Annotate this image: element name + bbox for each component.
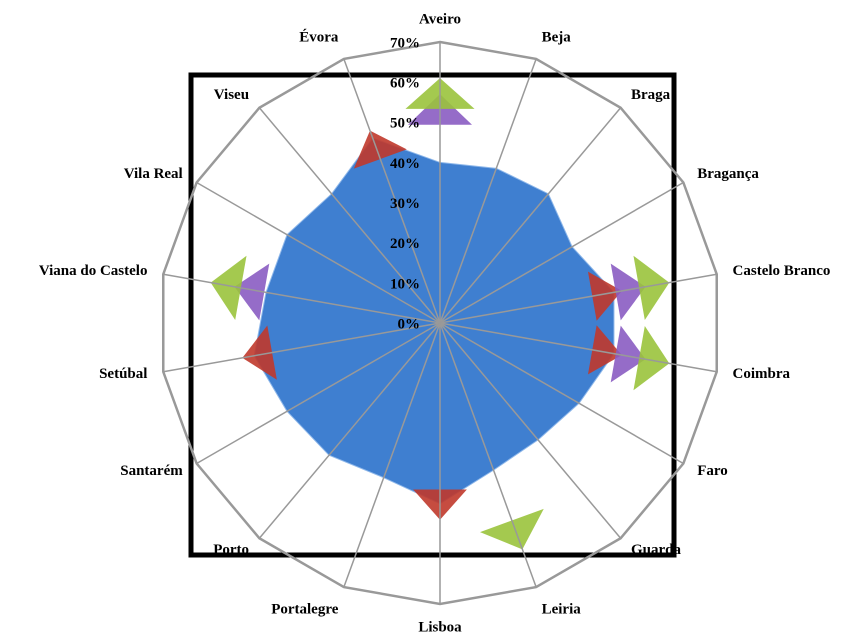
series-spike [633,325,670,391]
category-label: Castelo Branco [733,263,831,279]
spoke [439,58,537,324]
r-tick-label: 0% [398,316,421,332]
category-label: Porto [213,542,249,558]
spoke [258,322,441,539]
series-spike [610,325,646,383]
r-tick-label: 60% [390,76,420,92]
spoke [439,322,717,373]
r-tick-label: 20% [390,236,420,252]
r-tick-label: 50% [390,116,420,132]
category-label: Viana do Castelo [39,263,148,279]
spoke [196,322,441,465]
series-spike [633,255,670,321]
spoke [439,322,684,465]
spoke [439,322,622,539]
category-label: Lisboa [418,619,462,635]
category-label: Faro [697,463,728,479]
category-label: Santarém [120,463,183,479]
series-spike [210,255,247,321]
category-label: Bragança [697,166,759,182]
spoke [439,181,684,324]
series-spike [587,325,622,375]
category-label: Braga [631,87,671,103]
spoke [439,322,537,588]
series-spike [587,271,622,321]
spoke [343,58,441,324]
category-label: Setúbal [99,366,147,382]
category-label: Guarda [631,542,682,558]
category-label: Aveiro [419,11,461,27]
series-spike [234,263,270,321]
r-tick-label: 70% [390,35,420,51]
category-label: Coimbra [733,366,791,382]
category-label: Évora [299,28,339,45]
category-label: Beja [542,29,572,45]
category-label: Leiria [542,602,582,618]
r-tick-label: 40% [390,156,420,172]
category-label: Vila Real [124,166,183,182]
category-label: Viseu [214,87,249,103]
spoke [439,107,622,324]
spoke [439,273,717,324]
plot-frame [188,72,677,558]
spoke [163,273,441,324]
series-area [253,137,615,505]
spoke [258,107,441,324]
r-tick-label: 30% [390,196,420,212]
spoke [343,322,441,588]
category-label: Portalegre [271,602,339,618]
series-spike [480,508,544,550]
series-spike [242,325,277,380]
r-tick-label: 10% [390,276,420,292]
spoke [163,322,441,373]
spoke [196,181,441,324]
series-spike [353,130,407,169]
series-spike [610,263,646,321]
